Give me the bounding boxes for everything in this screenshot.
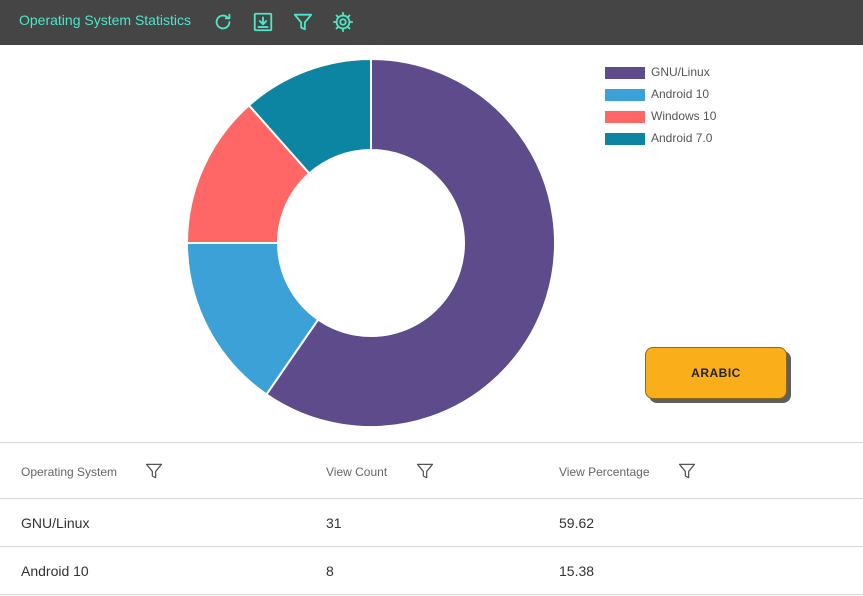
table-row[interactable]: Android 10 8 15.38: [0, 547, 863, 595]
column-header-operating-system[interactable]: Operating System: [21, 465, 118, 479]
legend-swatch: [605, 67, 645, 79]
cell-view-count: 8: [326, 563, 334, 579]
donut-slice-gnu-linux[interactable]: [265, 59, 556, 428]
cell-operating-system: GNU/Linux: [21, 515, 90, 531]
grid-header: Operating System View Count View Percent…: [0, 443, 863, 499]
data-grid: Operating System View Count View Percent…: [0, 442, 863, 595]
filter-icon[interactable]: [677, 461, 697, 481]
legend-swatch: [605, 89, 645, 101]
cell-view-count: 31: [326, 515, 342, 531]
toolbar: Operating System Statistics: [0, 0, 863, 45]
filter-icon[interactable]: [292, 11, 314, 33]
legend-label: Android 7.0: [651, 131, 713, 145]
filter-icon[interactable]: [144, 461, 164, 481]
legend-label: GNU/Linux: [651, 65, 710, 79]
arabic-button-label: ARABIC: [691, 366, 741, 380]
refresh-icon[interactable]: [212, 11, 234, 33]
arabic-language-button[interactable]: ARABIC: [645, 347, 787, 399]
filter-icon[interactable]: [415, 461, 435, 481]
legend-label: Android 10: [651, 87, 710, 101]
download-icon[interactable]: [252, 11, 274, 33]
chart-area: GNU/Linux Android 10 Windows 10 Android …: [0, 45, 863, 442]
legend-swatch: [605, 133, 645, 145]
cell-view-percentage: 59.62: [559, 515, 595, 531]
cell-view-percentage: 15.38: [559, 563, 595, 579]
toolbar-title: Operating System Statistics: [19, 12, 191, 28]
settings-icon[interactable]: [332, 11, 354, 33]
donut-chart: [186, 59, 556, 428]
legend-swatch: [605, 111, 645, 123]
legend-label: Windows 10: [651, 109, 717, 123]
column-header-view-percentage[interactable]: View Percentage: [559, 465, 650, 479]
cell-operating-system: Android 10: [21, 563, 89, 579]
table-row[interactable]: GNU/Linux 31 59.62: [0, 499, 863, 547]
column-header-view-count[interactable]: View Count: [326, 465, 388, 479]
donut-slice-android-7-0[interactable]: [247, 59, 372, 175]
